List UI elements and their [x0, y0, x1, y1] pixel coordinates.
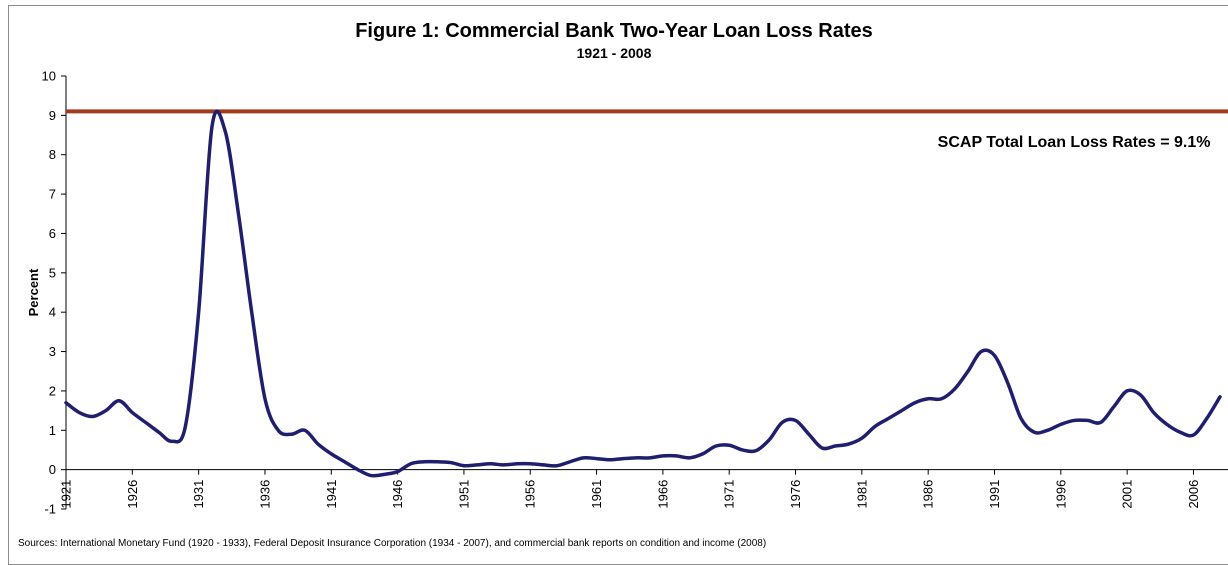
x-tick-label: 1971	[722, 480, 737, 509]
y-tick-label: -1	[44, 502, 56, 517]
y-tick-label: 6	[49, 226, 56, 241]
x-tick-label: 2006	[1186, 480, 1201, 509]
y-tick-label: 7	[49, 187, 56, 202]
x-tick-label: 1996	[1053, 480, 1068, 509]
x-tick-label: 1976	[788, 480, 803, 509]
y-tick-label: 4	[49, 305, 56, 320]
source-note: Sources: International Monetary Fund (19…	[18, 538, 767, 549]
x-tick-label: 1941	[324, 480, 339, 509]
y-tick-labels: -1 0 1 2 3 4 5 6 7 8 9 10	[42, 69, 66, 517]
y-tick-label: 2	[49, 383, 56, 398]
series-line	[64, 109, 1222, 478]
x-tick-label: 1981	[854, 480, 869, 509]
chart-subtitle: 1921 - 2008	[576, 45, 652, 61]
x-tick-label: 1966	[655, 480, 670, 509]
x-tick-labels: 1921 1926 1931 1936 1941 1946 1951 1956 1961 1966…	[59, 469, 1201, 509]
y-tick-label: 8	[49, 147, 56, 162]
x-tick-label: 1946	[390, 480, 405, 509]
x-tick-label: 1926	[125, 480, 140, 509]
y-tick-label: 5	[49, 265, 56, 280]
chart-axes	[65, 76, 1228, 509]
x-tick-label: 1951	[456, 480, 471, 509]
x-tick-label: 1921	[59, 480, 74, 509]
x-tick-label: 1986	[921, 480, 936, 509]
y-tick-label: 9	[49, 108, 56, 123]
y-axis-title: Percent	[26, 268, 41, 316]
y-tick-label: 0	[49, 462, 56, 477]
x-tick-label: 2001	[1120, 480, 1135, 509]
scap-annotation: SCAP Total Loan Loss Rates = 9.1%	[938, 134, 1211, 151]
x-tick-label: 1936	[257, 480, 272, 509]
x-tick-label: 1931	[191, 480, 206, 509]
x-tick-label: 1956	[523, 480, 538, 509]
chart-title: Figure 1: Commercial Bank Two-Year Loan …	[355, 20, 873, 42]
y-tick-label: 10	[42, 69, 56, 84]
x-tick-label: 1961	[589, 480, 604, 509]
y-tick-label: 3	[49, 344, 56, 359]
y-tick-label: 1	[49, 423, 56, 438]
x-tick-label: 1991	[987, 480, 1002, 509]
series-group	[64, 109, 1222, 478]
